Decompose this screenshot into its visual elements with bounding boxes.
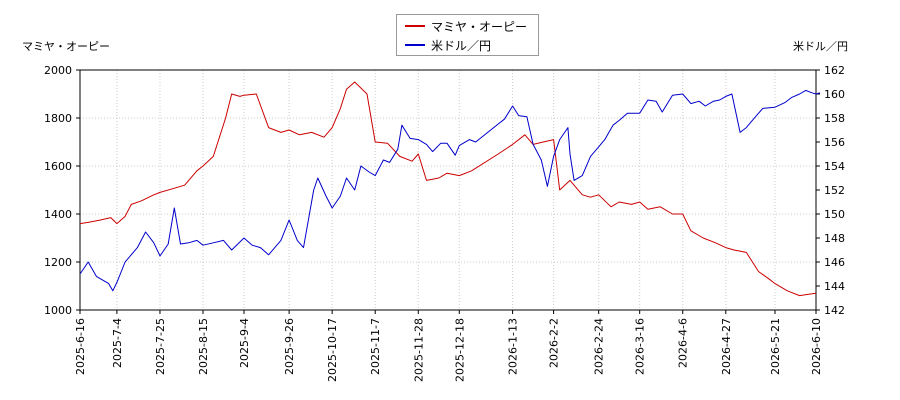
right-tick-label: 144 xyxy=(824,280,845,293)
x-tick-label: 2025-7-25 xyxy=(154,318,167,375)
legend-entry-usdjpy: 米ドル／円 xyxy=(405,36,491,54)
left-tick-label: 1600 xyxy=(44,160,72,173)
x-tick-label: 2026-4-27 xyxy=(720,318,733,375)
x-tick-label: 2025-8-15 xyxy=(197,318,210,375)
right-tick-label: 142 xyxy=(824,304,845,317)
series-line-0 xyxy=(79,81,817,297)
right-tick-label: 150 xyxy=(824,208,845,221)
x-tick-label: 2026-6-10 xyxy=(810,318,823,375)
x-tick-label: 2025-7-4 xyxy=(111,318,124,368)
x-tick-label: 2026-4-6 xyxy=(677,318,690,368)
legend-swatch-usdjpy xyxy=(405,44,425,46)
x-tick-label: 2025-12-18 xyxy=(453,318,466,382)
right-tick-label: 148 xyxy=(824,232,845,245)
left-tick-label: 1400 xyxy=(44,208,72,221)
left-axis-title: マミヤ・オーピー xyxy=(22,40,110,53)
left-tick-label: 1200 xyxy=(44,256,72,269)
x-axis: 2025-6-16 2025-7-4 2025-7-25 2025-8-15 2025-… xyxy=(74,310,823,382)
legend: マミヤ・オーピー 米ドル／円 xyxy=(396,14,539,56)
grid xyxy=(79,69,817,311)
left-tick-label: 2000 xyxy=(44,64,72,77)
right-tick-label: 152 xyxy=(824,184,845,197)
x-tick-label: 2026-1-13 xyxy=(507,318,520,375)
x-tick-label: 2026-2-2 xyxy=(548,318,561,368)
right-axis: 142 144 146 148 150 152 154 156 158 160 162 xyxy=(816,64,845,317)
x-tick-label: 2026-3-16 xyxy=(634,318,647,375)
legend-swatch-mamiya xyxy=(405,25,425,27)
legend-label-usdjpy: 米ドル／円 xyxy=(431,38,492,53)
right-tick-label: 146 xyxy=(824,256,845,269)
right-tick-label: 158 xyxy=(824,112,845,125)
x-tick-label: 2025-9-4 xyxy=(238,318,251,368)
x-tick-label: 2025-10-17 xyxy=(326,318,339,382)
left-axis: 1000 1200 1400 1600 1800 2000 xyxy=(44,64,80,317)
series-line-1 xyxy=(79,89,821,292)
right-tick-label: 156 xyxy=(824,136,845,149)
right-tick-label: 154 xyxy=(824,160,845,173)
right-tick-label: 162 xyxy=(824,64,845,77)
x-tick-label: 2025-6-16 xyxy=(74,318,87,375)
x-tick-label: 2025-11-7 xyxy=(369,318,382,375)
x-tick-label: 2025-11-28 xyxy=(412,318,425,382)
left-tick-label: 1000 xyxy=(44,304,72,317)
left-tick-label: 1800 xyxy=(44,112,72,125)
x-tick-label: 2026-5-21 xyxy=(769,318,782,375)
legend-label-mamiya: マミヤ・オーピー xyxy=(431,19,528,34)
series-layer xyxy=(79,81,821,297)
x-tick-label: 2026-2-24 xyxy=(593,318,606,375)
legend-entry-mamiya: マミヤ・オーピー xyxy=(405,17,527,35)
x-tick-label: 2025-9-26 xyxy=(283,318,296,375)
right-axis-title: 米ドル／円 xyxy=(793,40,848,53)
right-tick-label: 160 xyxy=(824,88,845,101)
